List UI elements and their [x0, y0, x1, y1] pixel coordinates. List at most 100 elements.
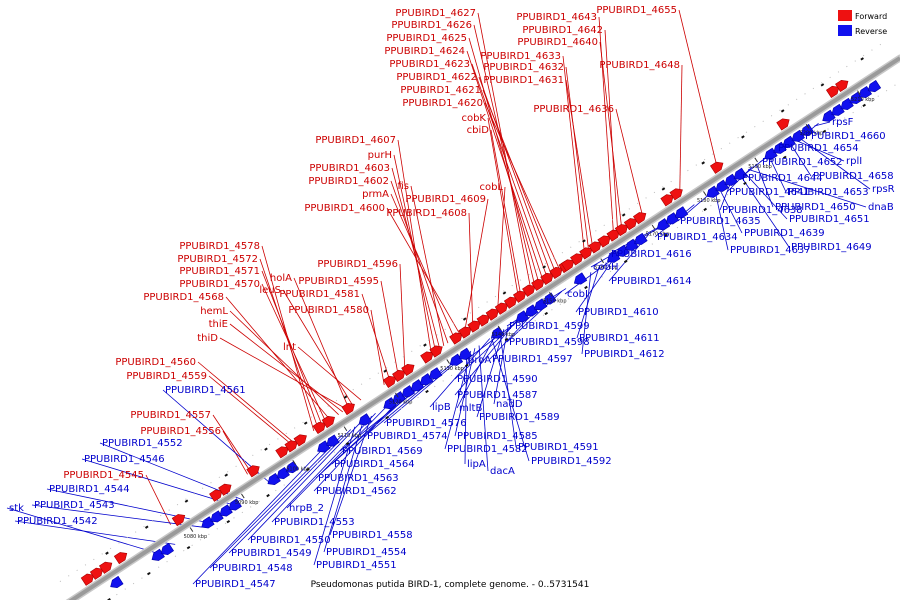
scale-tick [189, 527, 194, 532]
forward-gene [540, 272, 554, 286]
feature-mark [544, 311, 549, 316]
feature-mark [224, 473, 229, 477]
forward-gene-label: cobL [479, 182, 503, 193]
reverse-gene-label: PPUBIRD1_4569 [342, 446, 423, 457]
scale-tick [395, 392, 399, 398]
feature-mark [623, 259, 628, 264]
legend: Forward Reverse [838, 10, 887, 36]
reverse-gene [733, 167, 748, 180]
forward-gene [382, 375, 397, 389]
reverse-gene-label: PPUBIRD1_4550 [250, 535, 331, 546]
forward-gene-label: PPUBIRD1_4596 [317, 259, 398, 270]
reverse-gene-label: rpsR [872, 184, 895, 195]
forward-gene-label: PPUBIRD1_4624 [384, 46, 465, 57]
forward-gene-label: PPUBIRD1_4571 [179, 266, 260, 277]
forward-gene [392, 369, 406, 383]
feature-mark [661, 187, 666, 191]
reverse-gene-label: PPUBIRD1_4635 [680, 216, 761, 227]
reverse-gene [573, 272, 588, 285]
reverse-gene-label: PPUBIRD1_4612 [584, 349, 665, 360]
forward-gene-label: PPUBIRD1_4623 [389, 59, 470, 70]
scale-tick-label: 5200 kbp [800, 131, 824, 137]
forward-gene [467, 320, 481, 333]
feature-mark [303, 421, 308, 425]
forward-gene [632, 212, 647, 225]
leader-line [259, 258, 319, 429]
forward-gene [458, 326, 472, 339]
forward-gene-label: PPUBIRD1_4655 [596, 5, 677, 16]
forward-gene [429, 345, 443, 358]
forward-gene [579, 247, 593, 260]
reverse-gene-label: PPUBIRD1_4574 [367, 431, 448, 442]
reverse-gene-label: PPUBIRD1_4654 [778, 143, 859, 154]
scale-tick-label: 5170 kbp [646, 231, 670, 237]
forward-gene [522, 284, 536, 297]
leader-line [471, 63, 548, 279]
scale-tick-label: 5130 kbp [440, 366, 464, 372]
reverse-gene-label: PPUBIRD1_4587 [457, 390, 538, 401]
leader-line [454, 348, 476, 437]
reverse-gene-label: PPUBIRD1_4634 [657, 232, 738, 243]
scale-tick-label: 5150 kbp [543, 299, 567, 305]
reverse-gene [160, 542, 175, 556]
scale-ticks: 5080 kbp 5090 kbp 5100 kbp 5110 kbp 5120 kbp… [184, 90, 875, 540]
forward-gene-label: PPUBIRD1_4600 [304, 203, 385, 214]
reverse-gene [326, 434, 340, 447]
leader-line [429, 338, 491, 408]
reverse-gene-label: stk [9, 503, 24, 514]
reverse-gene-label: PPUBIRD1_4549 [231, 548, 312, 559]
forward-gene [485, 308, 499, 321]
leader-line [390, 193, 455, 339]
reverse-gene-label: PPUBIRD1_4639 [744, 228, 825, 239]
scale-tick [343, 426, 348, 432]
reverse-gene [458, 347, 473, 360]
feature-mark [186, 545, 191, 550]
leader-line [297, 346, 362, 401]
forward-gene [312, 421, 326, 435]
leader-line [386, 207, 461, 336]
leader-line [576, 266, 600, 339]
leader-line [286, 404, 389, 509]
forward-gene-label: thiD [197, 333, 218, 344]
feature-mark [144, 525, 149, 529]
leader-line [370, 309, 385, 385]
leader-line [748, 168, 867, 208]
feature-mark [184, 499, 189, 503]
forward-gene-label: PPUBIRD1_4603 [309, 163, 390, 174]
leader-line [718, 188, 743, 234]
leader-line [197, 361, 296, 444]
forward-gene-label: PPUBIRD1_4642 [522, 25, 603, 36]
feature-mark [464, 363, 469, 368]
forward-gene [449, 332, 463, 345]
leader-line [599, 41, 623, 230]
feature-mark [385, 415, 390, 420]
reverse-gene-label: PPUBIRD1_4543 [34, 500, 115, 511]
forward-gene-label: thiE [209, 319, 228, 330]
reverse-gene-label: proA [468, 355, 491, 366]
reverse-gene-label: PPUBIRD1_4558 [332, 530, 413, 541]
leader-line [466, 50, 544, 281]
reverse-gene-label: PPUBIRD1_4638 [722, 205, 803, 216]
reverse-gene-label: PPUBIRD1_4544 [49, 484, 130, 495]
leader-line [484, 102, 561, 271]
leader-line [329, 415, 372, 536]
forward-gene [420, 351, 434, 364]
forward-gene-label: hemL [200, 306, 228, 317]
leader-line [678, 9, 718, 168]
reverse-gene-label: lipB [432, 402, 451, 413]
leader-line [192, 445, 327, 585]
leader-line [499, 331, 517, 448]
forward-gene-label: PPUBIRD1_4608 [386, 208, 467, 219]
leader-line [323, 421, 364, 553]
leader-line [604, 29, 619, 233]
forward-gene-label: lnt [283, 342, 296, 353]
leader-line [208, 375, 293, 446]
forward-gene-label: PPUBIRD1_4625 [386, 33, 467, 44]
feature-mark [146, 571, 151, 576]
leader-line [225, 296, 331, 421]
figure-caption: Pseudomonas putida BIRD-1, complete geno… [311, 580, 590, 590]
reverse-gene-label: PPUBIRD1_4616 [611, 249, 692, 260]
reverse-gene [429, 367, 443, 380]
forward-gene-label: prmA [362, 189, 389, 200]
